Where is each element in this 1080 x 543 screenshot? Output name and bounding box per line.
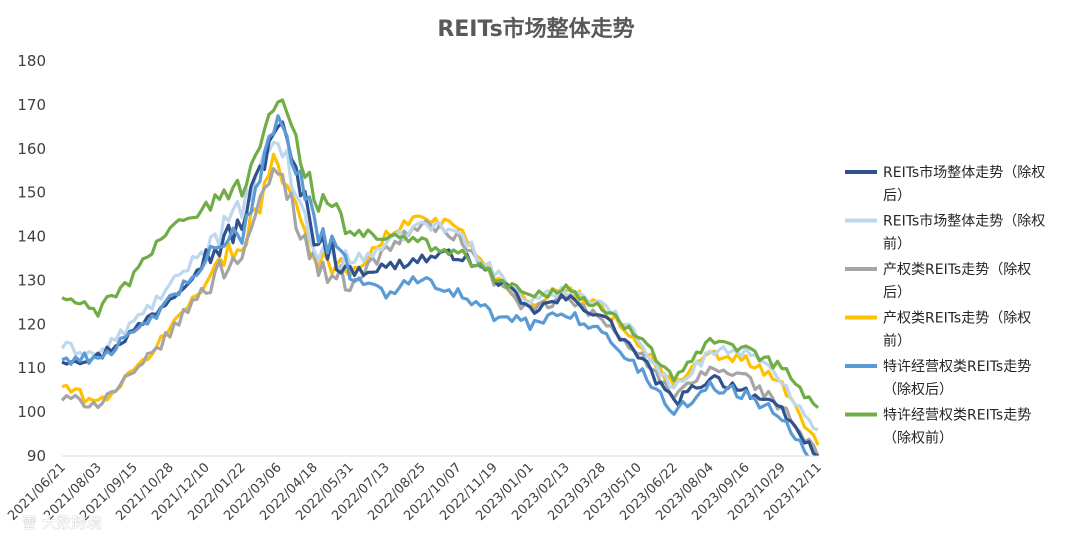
y-tick-label: 120 <box>17 315 46 333</box>
y-tick-label: 130 <box>17 271 46 289</box>
legend-label-2: REITs市场整体走势（除权 <box>883 213 1045 230</box>
series-line-3 <box>60 167 820 456</box>
series-line-5 <box>61 114 810 456</box>
y-tick-label: 170 <box>17 96 46 114</box>
legend: REITs市场整体走势（除权后） REITs市场整体走势（除权前） 产权类REITs… <box>845 164 1045 447</box>
chart-title: REITs市场整体走势 <box>437 16 634 42</box>
y-tick-label: 140 <box>17 228 46 246</box>
legend-label-2: 前） <box>883 236 911 253</box>
y-axis: 90 100 110 120 130 140 150 160 170 180 <box>17 52 46 465</box>
legend-label-5: 特许经营权类REITs走势 <box>883 359 1031 375</box>
legend-label-6: （除权前） <box>883 430 953 447</box>
series-line-2 <box>60 140 819 432</box>
legend-label-4: 产权类REITs走势（除权 <box>883 311 1031 327</box>
watermark-text: 雪 大数跨境 <box>22 514 102 532</box>
y-tick-label: 180 <box>17 52 46 70</box>
legend-label-5: （除权后） <box>883 382 953 398</box>
series-line-4 <box>61 152 820 446</box>
y-tick-label: 110 <box>17 359 46 377</box>
legend-label-1: 后） <box>883 188 911 204</box>
y-tick-label: 100 <box>17 403 46 421</box>
legend-label-1: REITs市场整体走势（除权 <box>883 164 1045 181</box>
legend-label-3: 产权类REITs走势（除权 <box>883 262 1031 278</box>
y-tick-label: 90 <box>27 447 46 465</box>
y-tick-label: 160 <box>17 140 46 158</box>
y-tick-label: 150 <box>17 184 46 202</box>
legend-label-3: 后） <box>883 285 911 301</box>
x-axis: 2021/06/212021/08/032021/09/152021/10/28… <box>5 455 825 524</box>
series-line-6 <box>61 98 820 409</box>
legend-label-4: 前） <box>883 333 911 350</box>
plot-area <box>60 98 820 456</box>
legend-label-6: 特许经营权类REITs走势 <box>883 408 1031 424</box>
